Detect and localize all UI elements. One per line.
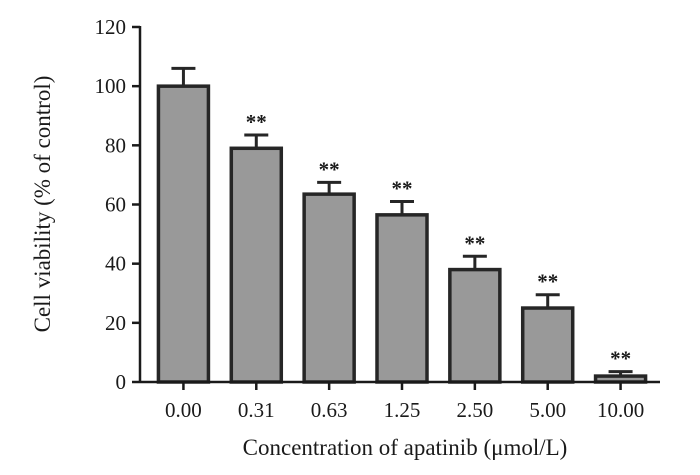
x-tick-label: 0.63 xyxy=(311,398,348,422)
bar xyxy=(156,84,211,384)
y-tick-label: 0 xyxy=(116,370,127,394)
y-axis-label: Cell viability (% of control) xyxy=(30,76,55,333)
significance-label: ** xyxy=(537,270,558,294)
bar xyxy=(448,267,502,384)
x-tick-label: 10.00 xyxy=(597,398,644,422)
x-tick-label: 0.00 xyxy=(165,398,202,422)
bar xyxy=(229,146,284,384)
y-tick-label: 80 xyxy=(105,133,126,157)
x-axis-label: Concentration of apatinib (μmol/L) xyxy=(243,435,568,460)
y-tick-label: 100 xyxy=(95,74,127,98)
significance-label: ** xyxy=(464,231,485,255)
x-tick-label: 5.00 xyxy=(529,398,566,422)
x-tick-label: 0.31 xyxy=(238,398,275,422)
y-tick-label: 20 xyxy=(105,311,126,335)
y-tick-label: 120 xyxy=(95,15,127,39)
significance-label: ** xyxy=(246,110,267,134)
x-tick-label: 1.25 xyxy=(384,398,421,422)
bars: ** ** ** ** ** ** xyxy=(156,66,648,384)
x-axis-ticks: 0.00 0.31 0.63 1.25 2.50 5.00 10.00 xyxy=(165,382,644,422)
bar xyxy=(520,306,575,384)
y-axis-ticks: 0 20 40 60 80 100 120 xyxy=(95,15,140,394)
bar xyxy=(375,213,429,384)
significance-label: ** xyxy=(610,347,631,371)
y-tick-label: 60 xyxy=(105,193,126,217)
significance-label: ** xyxy=(392,177,413,201)
bar xyxy=(302,192,356,384)
significance-label: ** xyxy=(319,157,340,181)
y-tick-label: 40 xyxy=(105,252,126,276)
x-tick-label: 2.50 xyxy=(456,398,493,422)
